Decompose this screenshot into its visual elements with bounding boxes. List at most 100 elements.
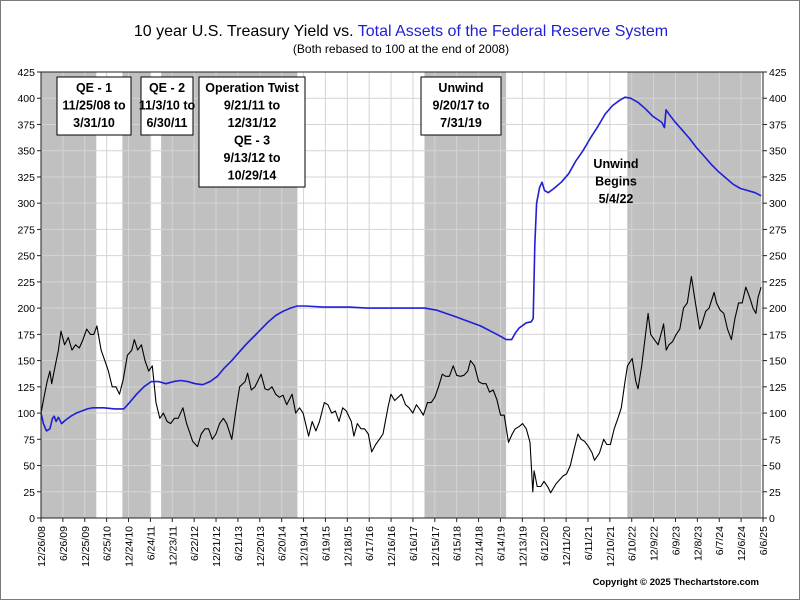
annotation-line: 11/25/08 to — [62, 99, 126, 113]
x-tick-label: 12/15/17 — [430, 526, 442, 567]
annotation-line: 10/29/14 — [228, 169, 277, 183]
x-tick-label: 12/25/09 — [80, 526, 92, 567]
title-part-treasury: 10 year U.S. Treasury Yield vs. — [134, 23, 358, 40]
annotation-line: 11/3/10 to — [139, 99, 196, 113]
y-tick-label-right: 275 — [769, 224, 787, 236]
y-tick-label-left: 150 — [17, 356, 35, 368]
y-tick-label-right: 50 — [769, 461, 781, 473]
x-tick-label: 12/6/24 — [736, 526, 748, 561]
y-tick-label-right: 175 — [769, 329, 787, 341]
y-tick-label-right: 425 — [769, 67, 787, 79]
y-tick-label-left: 350 — [17, 146, 35, 158]
y-tick-label-left: 0 — [29, 513, 35, 525]
annotation-box-3: Operation Twist 9/21/11 to 12/31/12 QE - 3 9… — [198, 76, 306, 188]
y-tick-label-right: 250 — [769, 251, 787, 263]
x-tick-label: 6/21/13 — [233, 526, 245, 561]
x-tick-label: 12/26/08 — [36, 526, 48, 567]
y-tick-label-left: 250 — [17, 251, 35, 263]
annotation-line: QE - 1 — [76, 81, 112, 95]
y-tick-label-right: 75 — [769, 434, 781, 446]
x-tick-label: 6/10/22 — [627, 526, 639, 561]
annotation-line: 9/21/11 to — [224, 99, 281, 113]
x-tick-label: 6/25/10 — [102, 526, 114, 561]
shaded-period-1 — [41, 72, 97, 518]
y-tick-label-left: 50 — [23, 461, 35, 473]
y-tick-label-right: 375 — [769, 119, 787, 131]
y-tick-label-right: 400 — [769, 93, 787, 105]
annotation-line: 7/31/19 — [440, 116, 482, 130]
annotation-line: 6/30/11 — [146, 116, 187, 130]
gridlines — [40, 71, 764, 519]
y-tick-label-right: 100 — [769, 408, 787, 420]
treasury-yield-line — [40, 276, 762, 494]
y-tick-label-left: 75 — [23, 434, 35, 446]
x-tick-label: 12/9/22 — [649, 526, 661, 561]
x-tick-label: 6/26/09 — [58, 526, 70, 561]
copyright-notice: Copyright © 2025 Thechartstore.com — [593, 577, 759, 588]
y-tick-label-right: 150 — [769, 356, 787, 368]
y-tick-label-left: 300 — [17, 198, 35, 210]
x-axis: 12/26/08 6/26/09 12/25/09 6/25/10 12/24/10 6/… — [36, 518, 770, 567]
annotation-frame — [198, 76, 306, 188]
x-tick-label: 12/20/13 — [255, 526, 267, 567]
annotation-box-1: QE - 1 11/25/08 to 3/31/10 — [56, 76, 132, 136]
x-tick-label: 6/24/11 — [145, 526, 157, 560]
annotation-frame — [140, 76, 194, 136]
annotation-frame — [56, 76, 132, 136]
x-tick-label: 6/14/19 — [495, 526, 507, 561]
y-tick-label-right: 0 — [769, 513, 775, 525]
annotation-line: 3/31/10 — [73, 116, 115, 130]
x-tick-label: 12/18/15 — [342, 526, 354, 567]
y-tick-label-left: 275 — [17, 224, 35, 236]
annotation-line: Operation Twist — [205, 81, 299, 95]
y-tick-label-left: 400 — [17, 93, 35, 105]
y-tick-label-right: 350 — [769, 146, 787, 158]
fed-assets-line — [40, 96, 762, 432]
y-axis-left: 0 25 50 75 100 125 150 175 200 225 250 275 300 325 350… — [17, 67, 41, 525]
annotation-line: QE - 2 — [149, 81, 185, 95]
annotation-line: 12/31/12 — [228, 116, 277, 130]
y-tick-label-left: 200 — [17, 303, 35, 315]
annotation-frame — [420, 76, 502, 136]
x-tick-label: 6/19/15 — [320, 526, 332, 561]
shaded-period-4 — [424, 72, 507, 518]
shaded-period-2 — [122, 72, 152, 518]
y-tick-label-right: 200 — [769, 303, 787, 315]
annotation-box-4: Unwind 9/20/17 to 7/31/19 — [420, 76, 502, 136]
y-tick-label-right: 225 — [769, 277, 787, 289]
x-tick-label: 12/16/16 — [386, 526, 398, 567]
y-tick-label-left: 375 — [17, 119, 35, 131]
x-tick-label: 6/20/14 — [277, 526, 289, 561]
y-tick-label-left: 425 — [17, 67, 35, 79]
y-tick-label-left: 175 — [17, 329, 35, 341]
annotation-line: 9/13/12 to — [224, 151, 281, 165]
annotation-boxes: QE - 1 11/25/08 to 3/31/10 QE - 2 11/3/10 to… — [56, 76, 639, 206]
annotation-box-5: Unwind Begins 5/4/22 — [593, 157, 638, 206]
x-tick-label: 12/14/18 — [474, 526, 486, 567]
x-tick-label: 6/6/25 — [758, 526, 770, 555]
x-tick-label: 6/7/24 — [714, 526, 726, 555]
y-tick-label-right: 325 — [769, 172, 787, 184]
y-tick-label-right: 25 — [769, 487, 781, 499]
y-tick-label-left: 100 — [17, 408, 35, 420]
shaded-periods — [41, 72, 762, 518]
annotation-line: QE - 3 — [234, 134, 270, 148]
y-tick-label-left: 225 — [17, 277, 35, 289]
x-tick-label: 12/21/12 — [211, 526, 223, 567]
x-tick-label: 6/15/18 — [452, 526, 464, 561]
annotation-line: 5/4/22 — [599, 192, 634, 206]
annotation-line: Begins — [595, 175, 637, 189]
x-tick-label: 12/8/23 — [692, 526, 704, 561]
x-tick-label: 6/17/16 — [364, 526, 376, 561]
annotation-line: Unwind — [438, 81, 483, 95]
x-tick-label: 12/24/10 — [124, 526, 136, 567]
annotation-box-2: QE - 2 11/3/10 to 6/30/11 — [139, 76, 196, 136]
x-tick-label: 12/13/19 — [517, 526, 529, 567]
annotation-line: Unwind — [593, 157, 638, 171]
y-tick-label-left: 25 — [23, 487, 35, 499]
x-tick-label: 12/11/20 — [561, 526, 573, 566]
x-tick-label: 12/19/14 — [299, 526, 311, 567]
x-tick-label: 12/23/11 — [167, 526, 179, 566]
y-tick-label-left: 325 — [17, 172, 35, 184]
